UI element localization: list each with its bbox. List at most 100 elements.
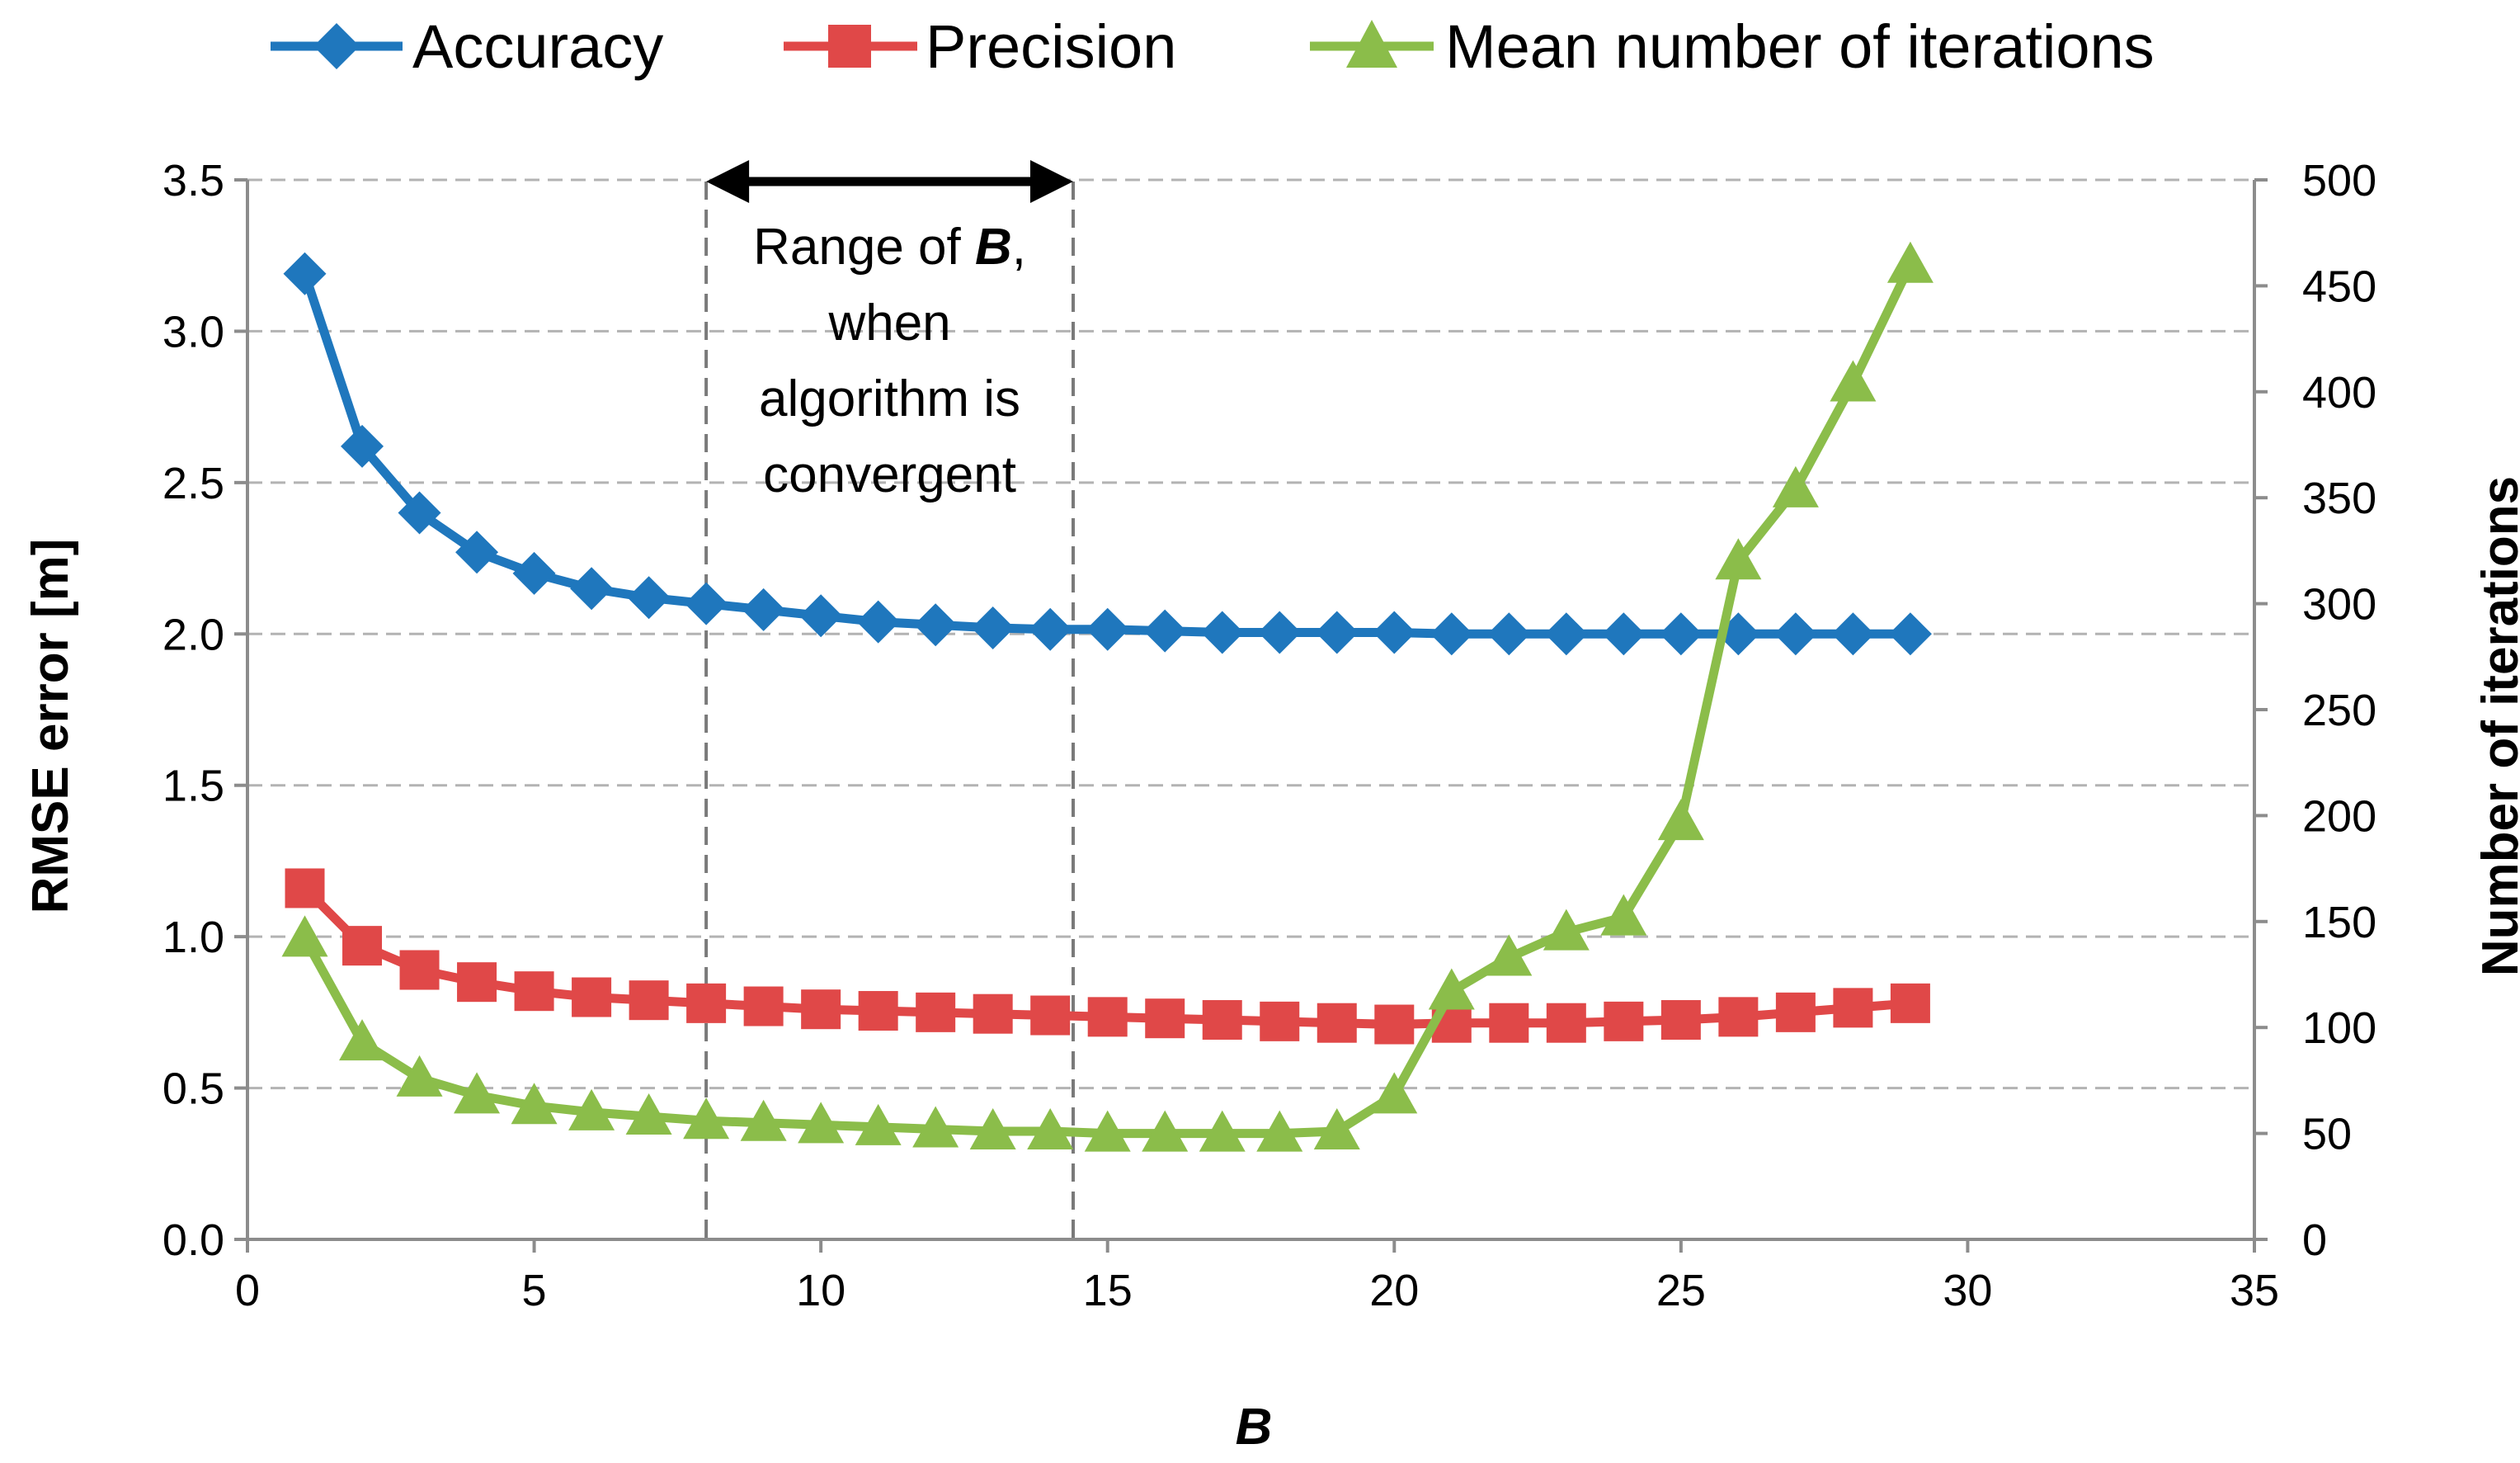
data-point-accuracy-14 (1029, 607, 1072, 651)
data-point-accuracy-19 (1315, 611, 1359, 654)
data-point-mean-iterations-19 (1313, 1108, 1360, 1150)
range-arrow-head-right (1030, 160, 1074, 203)
data-point-accuracy-27 (1773, 612, 1817, 656)
data-point-precision-20 (1374, 1004, 1415, 1045)
data-point-precision-27 (1775, 992, 1816, 1032)
y2-tick-label-7: 350 (2302, 474, 2376, 523)
y2-tick-label-9: 450 (2302, 262, 2376, 311)
data-point-accuracy-10 (799, 594, 843, 638)
x-tick-label-0: 0 (235, 1266, 260, 1315)
data-point-precision-7 (629, 980, 669, 1021)
legend-marker-mean-iterations (1346, 20, 1397, 68)
x-tick-label-2: 10 (796, 1266, 845, 1315)
data-point-mean-iterations-28 (1830, 360, 1877, 402)
data-point-mean-iterations-10 (798, 1102, 845, 1144)
data-point-precision-18 (1260, 1001, 1300, 1041)
convergence-range-annotation (704, 182, 1076, 1239)
data-point-precision-19 (1317, 1003, 1357, 1043)
data-point-mean-iterations-18 (1256, 1110, 1303, 1152)
legend-item-mean-iterations: Mean number of iterations (1310, 12, 2155, 81)
data-point-accuracy-24 (1602, 612, 1646, 656)
range-annotation-line-1: Range of B, (753, 219, 1026, 276)
legend-marker-accuracy (313, 23, 360, 69)
data-point-accuracy-1 (283, 252, 327, 295)
x-tick-label-3: 15 (1083, 1266, 1133, 1315)
x-tick-label-7: 35 (2230, 1266, 2279, 1315)
y2-tick-label-8: 400 (2302, 368, 2376, 418)
data-point-precision-1 (285, 868, 325, 908)
y-tick-label-4: 2.0 (163, 610, 224, 659)
data-point-mean-iterations-6 (568, 1088, 615, 1130)
series-layer (281, 241, 1934, 1152)
data-point-mean-iterations-25 (1657, 799, 1704, 841)
data-point-mean-iterations-2 (339, 1019, 386, 1061)
data-point-mean-iterations-20 (1371, 1072, 1418, 1114)
data-point-mean-iterations-5 (511, 1083, 558, 1125)
data-point-mean-iterations-21 (1428, 968, 1475, 1010)
y-tick-label-3: 1.5 (163, 762, 224, 811)
data-point-accuracy-7 (627, 576, 671, 620)
data-point-precision-24 (1604, 1001, 1644, 1041)
data-point-precision-10 (801, 989, 841, 1030)
data-point-mean-iterations-7 (625, 1093, 672, 1135)
y2-tick-label-5: 250 (2302, 686, 2376, 735)
data-point-precision-15 (1087, 997, 1128, 1037)
data-point-mean-iterations-14 (1027, 1108, 1074, 1150)
axis-tick-labels: 0 5 10 15 20 25 30 35 0.0 0.5 1.0 1.5 2.0 2.5 3.0 3.5 0 5… (163, 156, 2376, 1315)
data-point-precision-14 (1030, 995, 1071, 1036)
y2-tick-label-3: 150 (2302, 898, 2376, 947)
data-point-mean-iterations-29 (1886, 241, 1934, 283)
axis-ticks (234, 178, 2268, 1253)
data-point-accuracy-29 (1888, 612, 1932, 656)
y-axis-title: RMSE error [m] (22, 539, 79, 914)
data-point-precision-3 (399, 950, 440, 990)
data-point-mean-iterations-24 (1600, 894, 1647, 936)
data-point-accuracy-3 (398, 491, 441, 535)
range-annotation-line-3: algorithm is (759, 370, 1020, 427)
legend-label-accuracy: Accuracy (412, 12, 663, 81)
y-tick-label-5: 2.5 (163, 459, 224, 508)
data-point-accuracy-20 (1373, 611, 1416, 654)
y2-tick-label-1: 50 (2302, 1110, 2352, 1159)
legend-label-mean-iterations: Mean number of iterations (1445, 12, 2155, 81)
x-tick-label-5: 25 (1656, 1266, 1706, 1315)
range-annotation-line-4: convergent (763, 446, 1016, 503)
data-point-accuracy-23 (1544, 612, 1588, 656)
data-point-mean-iterations-8 (683, 1097, 730, 1140)
data-point-precision-6 (572, 977, 612, 1017)
data-point-accuracy-11 (856, 600, 900, 644)
data-point-precision-28 (1833, 988, 1873, 1028)
data-point-precision-12 (916, 992, 956, 1032)
data-point-accuracy-5 (512, 551, 556, 595)
legend: Accuracy Precision Mean number of iterat… (271, 12, 2155, 81)
data-point-mean-iterations-3 (396, 1055, 443, 1097)
data-point-mean-iterations-11 (855, 1103, 902, 1145)
data-point-precision-8 (686, 983, 727, 1023)
data-point-accuracy-2 (341, 424, 384, 468)
data-point-accuracy-28 (1831, 612, 1875, 656)
data-point-mean-iterations-4 (454, 1072, 501, 1114)
data-point-mean-iterations-13 (969, 1108, 1016, 1150)
data-point-accuracy-18 (1258, 611, 1302, 654)
data-point-accuracy-15 (1086, 607, 1129, 651)
data-point-precision-13 (973, 993, 1013, 1034)
data-point-mean-iterations-26 (1715, 538, 1762, 580)
data-point-mean-iterations-16 (1142, 1110, 1189, 1152)
y-tick-label-0: 0.0 (163, 1215, 224, 1265)
data-point-accuracy-21 (1430, 612, 1473, 656)
data-point-precision-23 (1546, 1003, 1586, 1043)
legend-item-precision: Precision (784, 12, 1176, 81)
data-point-mean-iterations-17 (1199, 1110, 1246, 1152)
data-point-mean-iterations-27 (1772, 465, 1819, 507)
data-point-mean-iterations-12 (912, 1106, 959, 1148)
range-annotation-text-1c: , (1012, 219, 1026, 276)
data-point-precision-5 (514, 971, 554, 1012)
y-tick-label-2: 1.0 (163, 913, 224, 962)
data-point-precision-25 (1660, 1000, 1701, 1041)
data-point-accuracy-25 (1659, 612, 1703, 656)
data-point-mean-iterations-22 (1486, 934, 1533, 976)
data-point-precision-17 (1202, 1000, 1242, 1041)
range-arrow-head-left (706, 160, 750, 203)
data-point-precision-22 (1489, 1003, 1529, 1043)
